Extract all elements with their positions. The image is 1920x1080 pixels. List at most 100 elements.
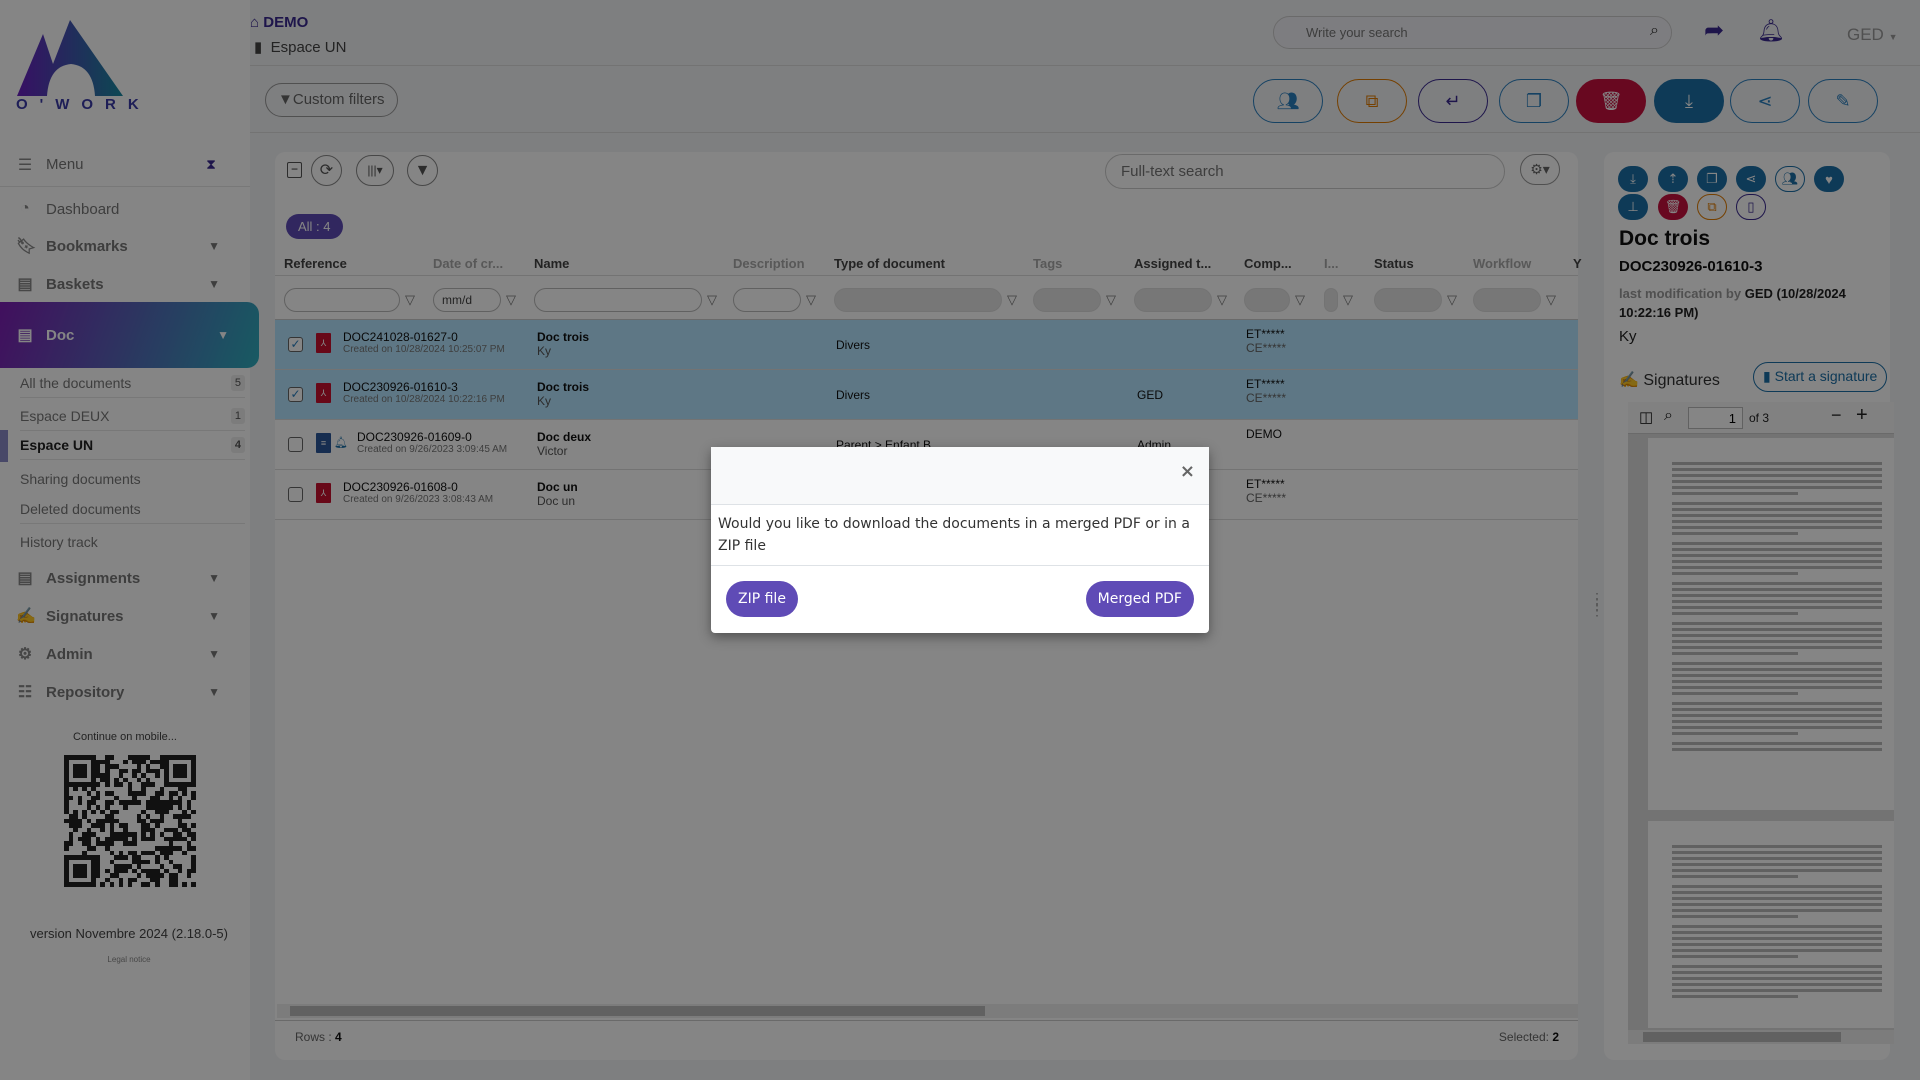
upload-version-button[interactable]: ⇡ bbox=[1658, 166, 1688, 192]
zoom-out-icon[interactable]: − bbox=[1831, 405, 1842, 425]
column-header[interactable]: Date of cr... bbox=[433, 256, 504, 271]
merged-pdf-button[interactable]: Merged PDF bbox=[1085, 581, 1194, 617]
bell-icon[interactable]: 🔔︎ bbox=[1757, 18, 1785, 43]
column-header[interactable]: Y bbox=[1573, 256, 1582, 271]
global-search[interactable]: ⌕ bbox=[1273, 16, 1672, 49]
filter-icon[interactable]: ▽ bbox=[707, 292, 717, 307]
menu-toggle[interactable]: ☰ Menu ⧗ bbox=[0, 143, 250, 187]
user-menu[interactable]: GED ▼ bbox=[1847, 25, 1898, 45]
sidebar-item-baskets[interactable]: ▤ Baskets ▼ bbox=[0, 266, 250, 302]
share-button[interactable]: ⋖ bbox=[1730, 79, 1800, 123]
copy-button[interactable]: ❐ bbox=[1697, 166, 1727, 192]
reference-cell[interactable]: DOC230926-01609-0 Created on 9/26/2023 3:… bbox=[357, 430, 507, 455]
column-filter-input[interactable] bbox=[1324, 288, 1338, 312]
sidebar-sub-deleted[interactable]: Deleted documents bbox=[20, 494, 245, 524]
column-header[interactable]: Workflow bbox=[1473, 256, 1532, 271]
column-header[interactable]: Tags bbox=[1033, 256, 1063, 271]
sidebar-item-admin[interactable]: ⚙ Admin ▼ bbox=[0, 636, 250, 672]
stamp-button[interactable]: ⊥ bbox=[1618, 194, 1648, 220]
search-input[interactable] bbox=[1274, 17, 1614, 48]
delete-button[interactable]: 🗑︎ bbox=[1658, 194, 1688, 220]
search-icon[interactable]: ⌕ bbox=[1664, 407, 1673, 424]
favorite-button[interactable]: ♥ bbox=[1814, 166, 1844, 192]
filter-icon[interactable]: ▽ bbox=[1295, 292, 1305, 307]
return-button[interactable]: ↵ bbox=[1418, 79, 1488, 123]
column-filter-input[interactable] bbox=[834, 288, 1002, 312]
table-settings-button[interactable]: ⚙▾ bbox=[1520, 154, 1560, 185]
table-row[interactable]: ✓ ⅄ DOC241028-01627-0 Created on 10/28/2024… bbox=[275, 320, 1578, 370]
sidebar-sub-espace-deux[interactable]: Espace DEUX 1 bbox=[20, 401, 245, 431]
assign-users-button[interactable]: 👥︎ bbox=[1775, 166, 1805, 192]
filter-icon[interactable]: ▽ bbox=[405, 292, 415, 307]
column-filter-input[interactable] bbox=[534, 288, 702, 312]
sidebar-item-assignments[interactable]: ▤ Assignments ▼ bbox=[0, 560, 250, 596]
filter-button[interactable]: ▼ bbox=[407, 155, 438, 186]
delete-button[interactable]: 🗑︎ bbox=[1576, 79, 1646, 123]
sidebar-sub-espace-un[interactable]: Espace UN 4 bbox=[20, 430, 245, 460]
copy-button[interactable]: ❐ bbox=[1499, 79, 1569, 123]
assign-users-button[interactable]: 👥︎ bbox=[1253, 79, 1323, 123]
sidebar-sub-sharing[interactable]: Sharing documents bbox=[20, 464, 245, 494]
breadcrumb-workspace[interactable]: ⌂ DEMO bbox=[250, 14, 308, 31]
column-header[interactable]: Type of document bbox=[834, 256, 945, 271]
share-arrow-icon[interactable]: ➦ bbox=[1704, 17, 1725, 44]
share-button[interactable]: ⋖ bbox=[1736, 166, 1766, 192]
select-all-toggle[interactable]: − bbox=[287, 162, 302, 178]
external-edit-button[interactable]: ⧉ bbox=[1697, 194, 1727, 220]
row-checkbox[interactable] bbox=[288, 437, 303, 452]
columns-button[interactable]: |||▾ bbox=[356, 155, 394, 186]
column-filter-input[interactable] bbox=[1374, 288, 1442, 312]
filter-icon[interactable]: ▽ bbox=[1217, 292, 1227, 307]
all-count-badge[interactable]: All : 4 bbox=[286, 214, 343, 239]
sidebar-sub-history[interactable]: History track bbox=[20, 527, 245, 557]
column-header[interactable]: Assigned t... bbox=[1134, 256, 1212, 271]
sidebar-item-doc[interactable]: ▤ Doc ▼ bbox=[0, 302, 259, 368]
column-filter-input[interactable] bbox=[1244, 288, 1290, 312]
column-header[interactable]: Status bbox=[1374, 256, 1414, 271]
edit-button[interactable]: ✎ bbox=[1808, 79, 1878, 123]
search-icon[interactable]: ⌕ bbox=[1650, 22, 1659, 39]
row-checkbox[interactable]: ✓ bbox=[288, 387, 303, 402]
column-header[interactable]: Description bbox=[733, 256, 805, 271]
pin-icon[interactable]: ⧗ bbox=[206, 156, 216, 172]
download-button[interactable]: ⤓ bbox=[1654, 79, 1724, 123]
column-filter-input[interactable] bbox=[1134, 288, 1212, 312]
scrollbar-thumb[interactable] bbox=[290, 1006, 985, 1016]
fulltext-search-input[interactable] bbox=[1106, 155, 1486, 188]
column-header[interactable]: I... bbox=[1324, 256, 1339, 271]
refresh-button[interactable]: ⟳ bbox=[311, 155, 342, 186]
filter-icon[interactable]: ▽ bbox=[1106, 292, 1116, 307]
pdf-scrollbar[interactable] bbox=[1628, 1030, 1894, 1044]
sidebar-item-signatures[interactable]: ✍ Signatures ▼ bbox=[0, 598, 250, 634]
legal-notice-link[interactable]: Legal notice bbox=[107, 955, 151, 964]
column-header[interactable]: Name bbox=[534, 256, 570, 271]
zip-file-button[interactable]: ZIP file bbox=[726, 581, 798, 617]
close-icon[interactable]: × bbox=[1179, 461, 1195, 482]
row-checkbox[interactable] bbox=[288, 487, 303, 502]
sidebar-item-bookmarks[interactable]: 🔖︎ Bookmarks ▼ bbox=[0, 228, 250, 264]
edit-external-button[interactable]: ⧉ bbox=[1337, 79, 1407, 123]
fulltext-search[interactable] bbox=[1105, 154, 1505, 189]
sidebar-item-dashboard[interactable]: ◔ Dashboard bbox=[0, 191, 250, 227]
row-checkbox[interactable]: ✓ bbox=[288, 337, 303, 352]
filter-icon[interactable]: ▽ bbox=[506, 292, 516, 307]
column-filter-input[interactable] bbox=[733, 288, 801, 312]
date-filter-input[interactable]: mm/d bbox=[433, 288, 501, 312]
column-header[interactable]: Reference bbox=[284, 256, 347, 271]
reference-cell[interactable]: DOC230926-01610-3 Created on 10/28/2024 1… bbox=[343, 380, 505, 405]
custom-filters-button[interactable]: ▼Custom filters bbox=[265, 83, 398, 117]
start-signature-button[interactable]: ▮ Start a signature bbox=[1753, 362, 1888, 392]
filter-icon[interactable]: ▽ bbox=[1447, 292, 1457, 307]
column-filter-input[interactable] bbox=[1473, 288, 1541, 312]
zoom-in-icon[interactable]: + bbox=[1856, 404, 1868, 426]
scrollbar-thumb[interactable] bbox=[1643, 1032, 1841, 1042]
reference-cell[interactable]: DOC230926-01608-0 Created on 9/26/2023 3:… bbox=[343, 480, 493, 505]
horizontal-scrollbar[interactable] bbox=[277, 1004, 1578, 1018]
document-info-button[interactable]: ▯ bbox=[1736, 194, 1766, 220]
page-number-input[interactable] bbox=[1688, 407, 1743, 429]
download-icon-button[interactable]: ⤓ bbox=[1618, 166, 1648, 192]
column-filter-input[interactable] bbox=[1033, 288, 1101, 312]
sidebar-sub-all-documents[interactable]: All the documents 5 bbox=[20, 368, 245, 398]
column-header[interactable]: Comp... bbox=[1244, 256, 1292, 271]
sidebar-toggle-icon[interactable]: ◫ bbox=[1639, 409, 1654, 426]
